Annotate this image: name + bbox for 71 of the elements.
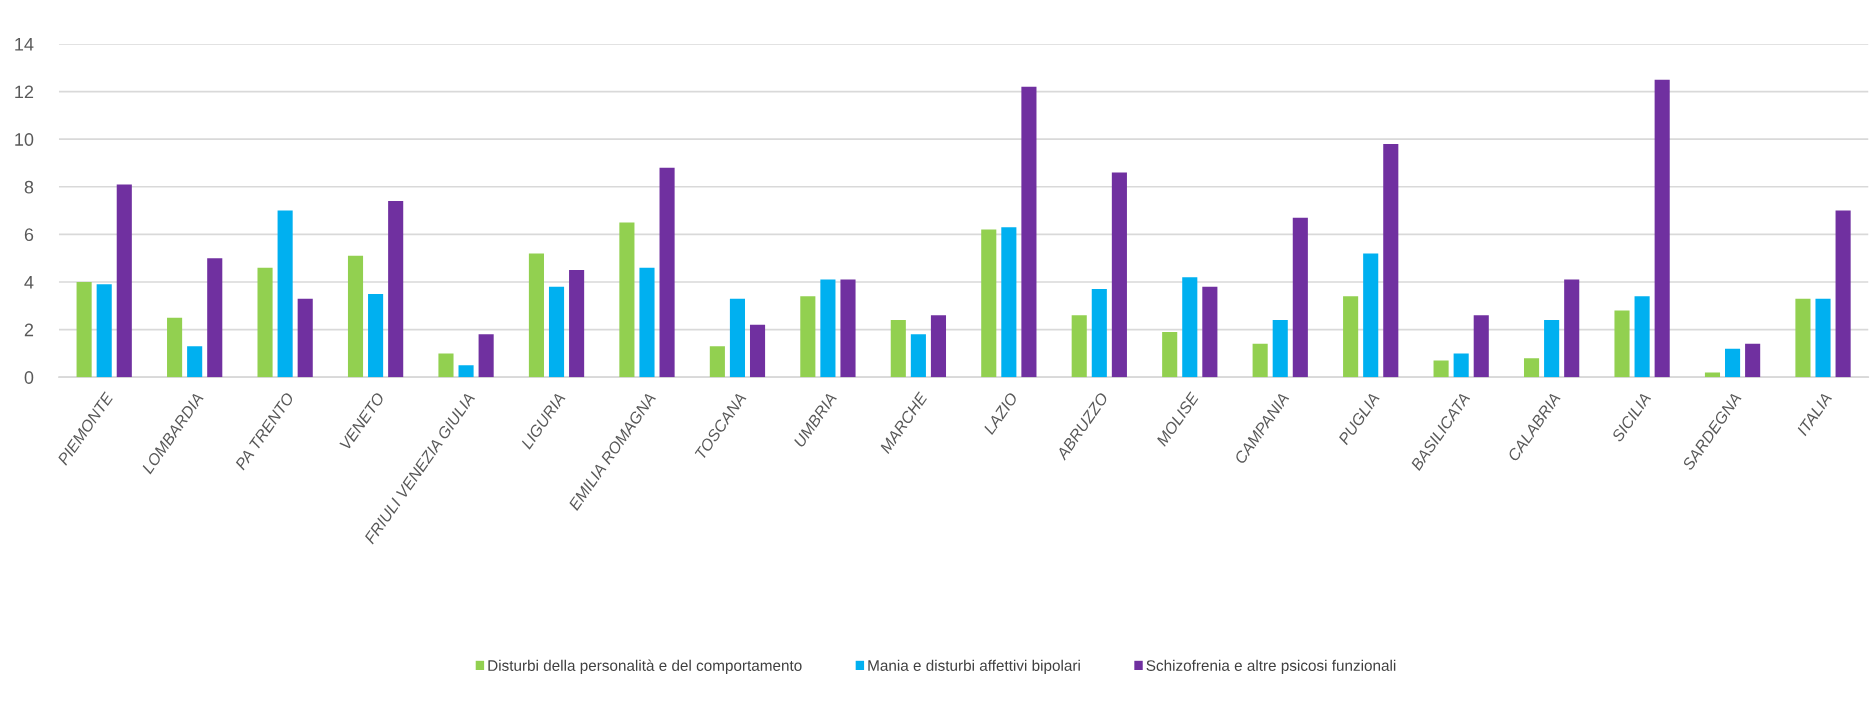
bar bbox=[1343, 296, 1359, 378]
bar bbox=[458, 365, 474, 378]
bar bbox=[167, 317, 183, 378]
y-tick-label: 4 bbox=[24, 276, 34, 289]
bar bbox=[910, 334, 926, 378]
bar bbox=[1182, 277, 1198, 378]
y-tick-label: 8 bbox=[24, 180, 34, 194]
bar bbox=[1383, 143, 1399, 378]
bar bbox=[619, 222, 635, 378]
bar bbox=[257, 267, 273, 378]
bar bbox=[1021, 86, 1037, 378]
bar bbox=[277, 210, 293, 378]
bar bbox=[438, 353, 454, 378]
bar bbox=[729, 298, 745, 378]
bar bbox=[1745, 343, 1761, 378]
bar bbox=[749, 324, 766, 378]
bar bbox=[981, 229, 997, 378]
bar bbox=[478, 334, 494, 378]
bar bbox=[368, 293, 384, 378]
bar bbox=[1815, 298, 1831, 378]
bar bbox=[1091, 289, 1107, 378]
y-tick-label: 0 bbox=[24, 371, 34, 384]
bar bbox=[116, 184, 132, 378]
bar bbox=[1252, 343, 1268, 378]
bar bbox=[1835, 210, 1851, 378]
bar bbox=[1292, 217, 1308, 378]
bar bbox=[1654, 79, 1670, 378]
bar bbox=[639, 267, 655, 378]
bar bbox=[1523, 358, 1540, 378]
y-tick-label: 2 bbox=[24, 323, 34, 337]
bar bbox=[96, 284, 112, 378]
bar bbox=[1634, 296, 1650, 378]
y-tick-label: 14 bbox=[15, 38, 34, 51]
bar bbox=[187, 346, 203, 378]
bar bbox=[569, 270, 585, 378]
bar bbox=[820, 279, 836, 378]
bar bbox=[1363, 253, 1379, 378]
bar bbox=[1001, 227, 1017, 378]
bar bbox=[1453, 353, 1469, 378]
legend-label: Mania e disturbi affettivi bipolari bbox=[868, 659, 1080, 674]
bar bbox=[388, 201, 404, 378]
bar bbox=[1704, 372, 1721, 378]
legend-label: Disturbi della personalità e del comportamento bbox=[488, 659, 802, 674]
bar bbox=[1111, 172, 1127, 378]
bar bbox=[890, 320, 906, 378]
legend-label: Schizofrenia e altre psicosi funzionali bbox=[1146, 659, 1396, 674]
bar bbox=[297, 298, 313, 378]
y-tick-label: 10 bbox=[15, 133, 34, 146]
bar bbox=[1272, 320, 1288, 378]
bar bbox=[659, 167, 675, 378]
bar bbox=[1162, 331, 1178, 378]
bar bbox=[1544, 320, 1560, 378]
bar bbox=[1473, 315, 1489, 378]
bar bbox=[1071, 315, 1087, 378]
bar bbox=[1564, 279, 1580, 378]
bar bbox=[840, 279, 856, 378]
bar bbox=[1614, 310, 1630, 378]
bar bbox=[930, 315, 947, 378]
bar bbox=[528, 253, 544, 378]
bar bbox=[347, 255, 364, 378]
bar bbox=[800, 296, 816, 378]
bar bbox=[1202, 286, 1218, 378]
y-tick-label: 6 bbox=[24, 228, 34, 242]
bar bbox=[1433, 360, 1449, 378]
bar bbox=[207, 258, 223, 378]
bar bbox=[709, 346, 725, 378]
bar bbox=[76, 281, 92, 378]
bar bbox=[548, 286, 565, 378]
y-tick-label: 12 bbox=[15, 85, 34, 99]
bar bbox=[1725, 348, 1741, 378]
bar bbox=[1795, 298, 1811, 378]
